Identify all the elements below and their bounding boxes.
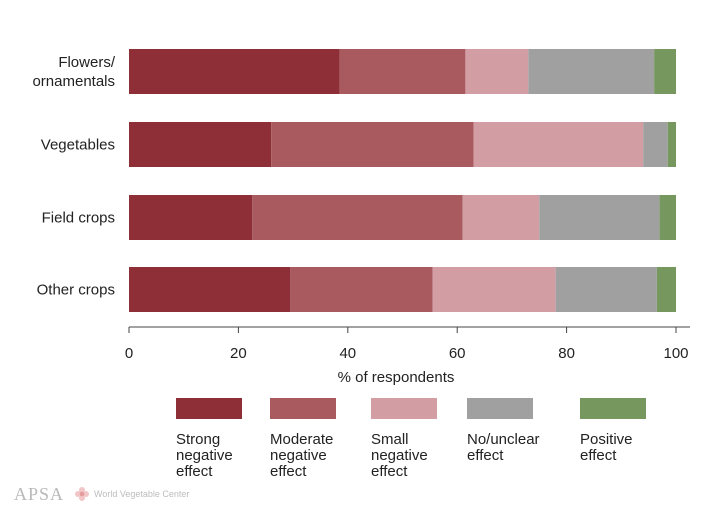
legend-item: Small negative effect: [371, 398, 437, 480]
legend-swatch: [371, 398, 437, 419]
category-label: Other crops: [37, 282, 115, 299]
legend-swatch: [580, 398, 646, 419]
bar-segment: [129, 49, 340, 94]
bar-segment: [271, 122, 474, 167]
flower-icon: [75, 487, 90, 501]
logos: APSA World Vegetable Center: [14, 484, 189, 504]
bar-segment: [654, 49, 676, 94]
bar-segment: [539, 195, 660, 240]
bar-segment: [432, 267, 556, 312]
bar-segment: [129, 267, 291, 312]
stacked-bar-chart: Flowers/ornamentals Vegetables Field crops…: [32, 49, 690, 386]
bar-segment: [339, 49, 466, 94]
legend-label: Moderate negative effect: [270, 431, 334, 480]
category-label: Field crops: [42, 210, 115, 227]
bar-segment: [643, 122, 668, 167]
legend-swatch: [176, 398, 242, 419]
bar-segment: [667, 122, 676, 167]
bar-segment: [252, 195, 463, 240]
legend-item: No/unclear effect: [467, 398, 540, 464]
x-tick-label: 60: [449, 345, 466, 362]
category-label: Vegetables: [41, 137, 115, 154]
x-axis-title: % of respondents: [338, 369, 455, 386]
bar-segment: [659, 195, 676, 240]
bar-segment: [129, 122, 272, 167]
legend: Strong negative effect Moderate negative …: [0, 398, 701, 498]
legend-label: Positive effect: [580, 431, 633, 464]
world-vegetable-center-logo: World Vegetable Center: [74, 486, 189, 502]
bar-segment: [129, 195, 253, 240]
legend-item: Moderate negative effect: [270, 398, 336, 480]
category-label: Flowers/ornamentals: [32, 54, 115, 90]
bar-segment: [555, 267, 657, 312]
legend-item: Positive effect: [580, 398, 646, 464]
x-tick-label: 40: [339, 345, 356, 362]
bar-segment: [473, 122, 644, 167]
legend-swatch: [467, 398, 533, 419]
legend-label: Strong negative effect: [176, 431, 233, 480]
legend-label: No/unclear effect: [467, 431, 540, 464]
apsa-logo: APSA: [14, 483, 65, 504]
bar-segment: [656, 267, 676, 312]
x-tick-label: 20: [230, 345, 247, 362]
x-tick-label: 0: [125, 345, 133, 362]
legend-label: Small negative effect: [371, 431, 428, 480]
bar-segment: [528, 49, 655, 94]
x-tick-label: 100: [663, 345, 688, 362]
bar-segment: [465, 49, 529, 94]
legend-swatch: [270, 398, 336, 419]
bar-segment: [290, 267, 433, 312]
x-tick-label: 80: [558, 345, 575, 362]
bar-segment: [462, 195, 540, 240]
wvc-logo-text: World Vegetable Center: [94, 489, 190, 499]
legend-item: Strong negative effect: [176, 398, 242, 480]
